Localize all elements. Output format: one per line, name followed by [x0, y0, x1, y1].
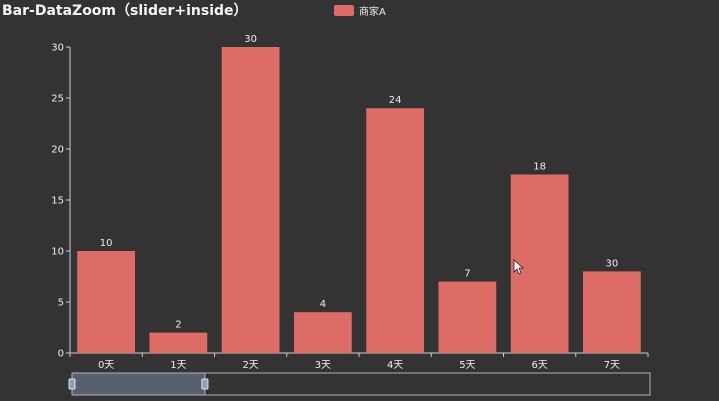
legend-swatch — [334, 5, 354, 16]
x-tick-label: 6天 — [531, 360, 547, 371]
bar[interactable] — [77, 251, 136, 353]
mouse-cursor-icon — [513, 259, 525, 275]
bar[interactable] — [510, 174, 569, 354]
y-tick-label: 25 — [51, 94, 64, 105]
y-tick-label: 20 — [51, 145, 64, 156]
bar-value-label: 10 — [100, 238, 113, 249]
datazoom-selected-range[interactable] — [71, 372, 206, 396]
bar-value-label: 30 — [244, 34, 257, 45]
y-tick-label: 0 — [58, 349, 64, 360]
chart-title: Bar-DataZoom（slider+inside） — [2, 3, 248, 19]
y-tick-label: 15 — [51, 196, 64, 207]
bar-value-label: 4 — [320, 299, 326, 310]
datazoom-right-handle[interactable] — [201, 378, 209, 390]
bar[interactable] — [293, 312, 352, 353]
x-tick-label: 0天 — [98, 360, 114, 371]
legend-label: 商家A — [359, 7, 386, 18]
x-tick-label: 5天 — [459, 360, 475, 371]
legend-item[interactable]: 商家A — [334, 3, 386, 18]
bar[interactable] — [221, 47, 280, 353]
bar-value-label: 18 — [533, 162, 546, 173]
x-tick-label: 4天 — [387, 360, 403, 371]
bar[interactable] — [149, 332, 208, 353]
bar-value-label: 24 — [389, 95, 402, 106]
bar-value-label: 2 — [175, 320, 181, 331]
datazoom-left-handle[interactable] — [68, 378, 76, 390]
bar-value-label: 7 — [464, 269, 470, 280]
bar[interactable] — [366, 108, 425, 353]
x-tick-label: 2天 — [242, 360, 258, 371]
x-tick-label: 1天 — [170, 360, 186, 371]
y-tick-label: 10 — [51, 247, 64, 258]
bar-value-label: 30 — [606, 258, 619, 269]
y-tick-label: 30 — [51, 43, 64, 54]
bar[interactable] — [438, 281, 497, 353]
bar[interactable] — [582, 271, 641, 353]
x-tick-label: 3天 — [315, 360, 331, 371]
y-tick-label: 5 — [58, 298, 64, 309]
x-tick-label: 7天 — [604, 360, 620, 371]
